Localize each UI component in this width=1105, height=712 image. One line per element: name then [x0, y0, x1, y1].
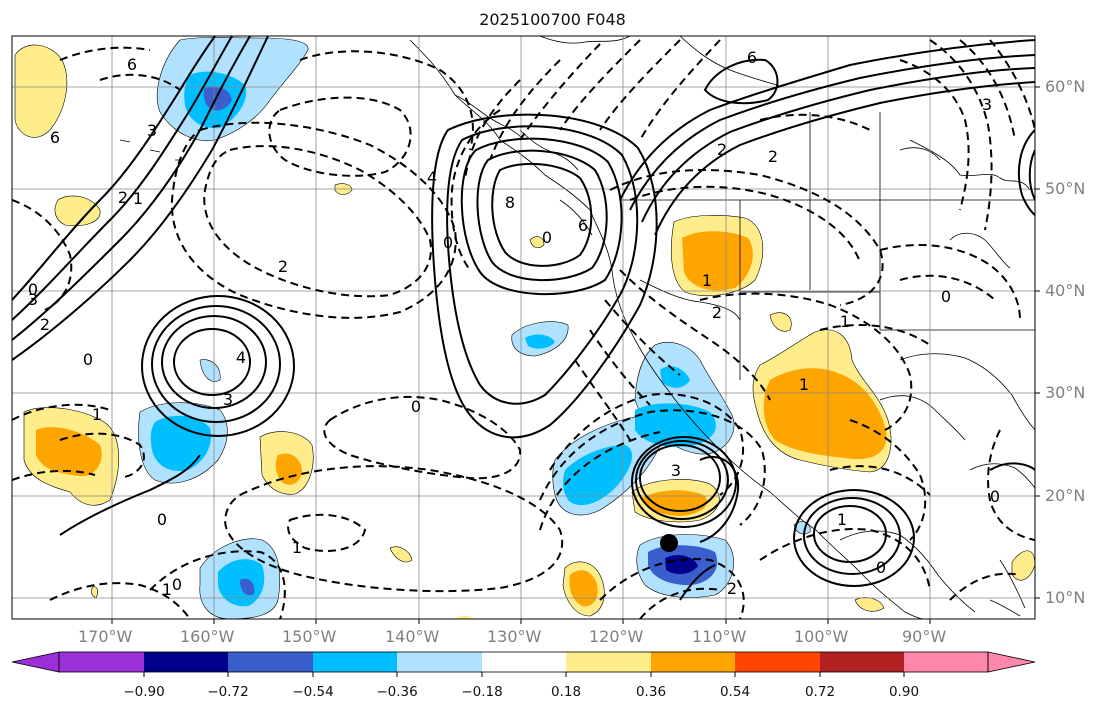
- colorbar-tick-label: 0.72: [804, 684, 836, 700]
- contour-label: 0: [411, 397, 421, 416]
- colorbar-bin: [228, 652, 313, 672]
- lat-label: 60°N: [1045, 77, 1086, 96]
- shading-layer: [14, 37, 1035, 619]
- contour-label: 4: [236, 348, 246, 367]
- contour-label: 8: [505, 193, 515, 212]
- colorbar-tick-label: −0.54: [292, 684, 334, 700]
- colorbar: [11, 651, 1036, 677]
- contour-label: 1: [840, 312, 850, 331]
- contour-label: 1: [92, 405, 102, 424]
- contour-label: 4: [427, 168, 437, 187]
- contour-label: 1: [837, 510, 847, 529]
- lon-label: 140°W: [385, 627, 440, 646]
- colorbar-extend-high: [987, 651, 1036, 673]
- contour-label: 6: [127, 55, 137, 74]
- colorbar-bin: [735, 652, 820, 672]
- contour-label: 3: [147, 121, 157, 140]
- contour-label: 1: [799, 375, 809, 394]
- lon-label: 130°W: [487, 627, 542, 646]
- contour-label: 3: [982, 95, 992, 114]
- storm-center-marker: [660, 534, 678, 552]
- contour-label: 6: [747, 48, 757, 67]
- lat-ticks: [1035, 86, 1040, 599]
- colorbar-bin: [397, 652, 482, 672]
- contour-label: 0: [28, 280, 38, 299]
- contour-label: 2: [40, 315, 50, 334]
- contour-label: 1: [702, 271, 712, 290]
- contour-label: 2: [712, 303, 722, 322]
- contour-label: 6: [50, 128, 60, 147]
- contour-label: 0: [542, 228, 552, 247]
- colorbar-tick-label: 0.36: [635, 684, 667, 700]
- contour-label: 0: [443, 233, 453, 252]
- contour-label: 6: [578, 216, 588, 235]
- contour-label: 2: [727, 579, 737, 598]
- colorbar-bin: [144, 652, 228, 672]
- colorbar-bin: [59, 652, 144, 672]
- contour-label: 0: [172, 575, 182, 594]
- colorbar-tick-label: −0.72: [207, 684, 249, 700]
- lon-label: 150°W: [282, 627, 337, 646]
- colorbar-bin: [482, 652, 566, 672]
- colorbar-bin: [904, 652, 988, 672]
- contour-label: 0: [83, 350, 93, 369]
- colorbar-tick-label: −0.36: [376, 684, 418, 700]
- contour-label: 1: [162, 580, 172, 599]
- contour-label: 0: [876, 558, 886, 577]
- colorbar-bin: [566, 652, 651, 672]
- contour-label: 3: [223, 390, 233, 409]
- colorbar-tick-label: 0.90: [888, 684, 920, 700]
- colorbar-tick-label: −0.90: [123, 684, 165, 700]
- lon-label: 120°W: [589, 627, 644, 646]
- contour-label: 1: [292, 538, 302, 557]
- contour-label: 0: [157, 510, 167, 529]
- colorbar-tick-label: −0.18: [461, 684, 503, 700]
- lon-label: 110°W: [692, 627, 747, 646]
- lon-label: 170°W: [78, 627, 133, 646]
- contour-label: 2: [278, 257, 288, 276]
- lat-label: 50°N: [1045, 179, 1086, 198]
- map-title: 2025100700 F048: [479, 10, 626, 29]
- lon-label: 100°W: [794, 627, 849, 646]
- colorbar-extend-low: [11, 651, 60, 673]
- dashed-contour-layer: [12, 39, 1035, 619]
- colorbar-tick-label: 0.54: [719, 684, 751, 700]
- contour-label: 2: [768, 147, 778, 166]
- contour-label: 2: [118, 188, 128, 207]
- contour-label: 0: [990, 487, 1000, 506]
- map-frame: [11, 35, 1036, 620]
- contour-label: 3: [28, 290, 38, 309]
- lat-label: 20°N: [1045, 486, 1086, 505]
- colorbar-bin: [313, 652, 397, 672]
- lat-label: 10°N: [1045, 588, 1086, 607]
- colorbar-bin: [820, 652, 904, 672]
- contour-label: 3: [671, 461, 681, 480]
- lat-label: 40°N: [1045, 281, 1086, 300]
- lon-ticks: [111, 619, 931, 624]
- colorbar-tick-label: 0.18: [550, 684, 582, 700]
- lon-label: 90°W: [902, 627, 947, 646]
- contour-label: 0: [941, 287, 951, 306]
- contour-label: 2: [717, 140, 727, 159]
- colorbar-bin: [651, 652, 735, 672]
- lat-label: 30°N: [1045, 383, 1086, 402]
- contour-label-layer: 6 6 3 6 4 2 8 0 6 0 2 1 2 2 0 0 2 3 4 3 …: [28, 48, 1000, 599]
- contour-label: 1: [133, 189, 143, 208]
- lon-label: 160°W: [180, 627, 235, 646]
